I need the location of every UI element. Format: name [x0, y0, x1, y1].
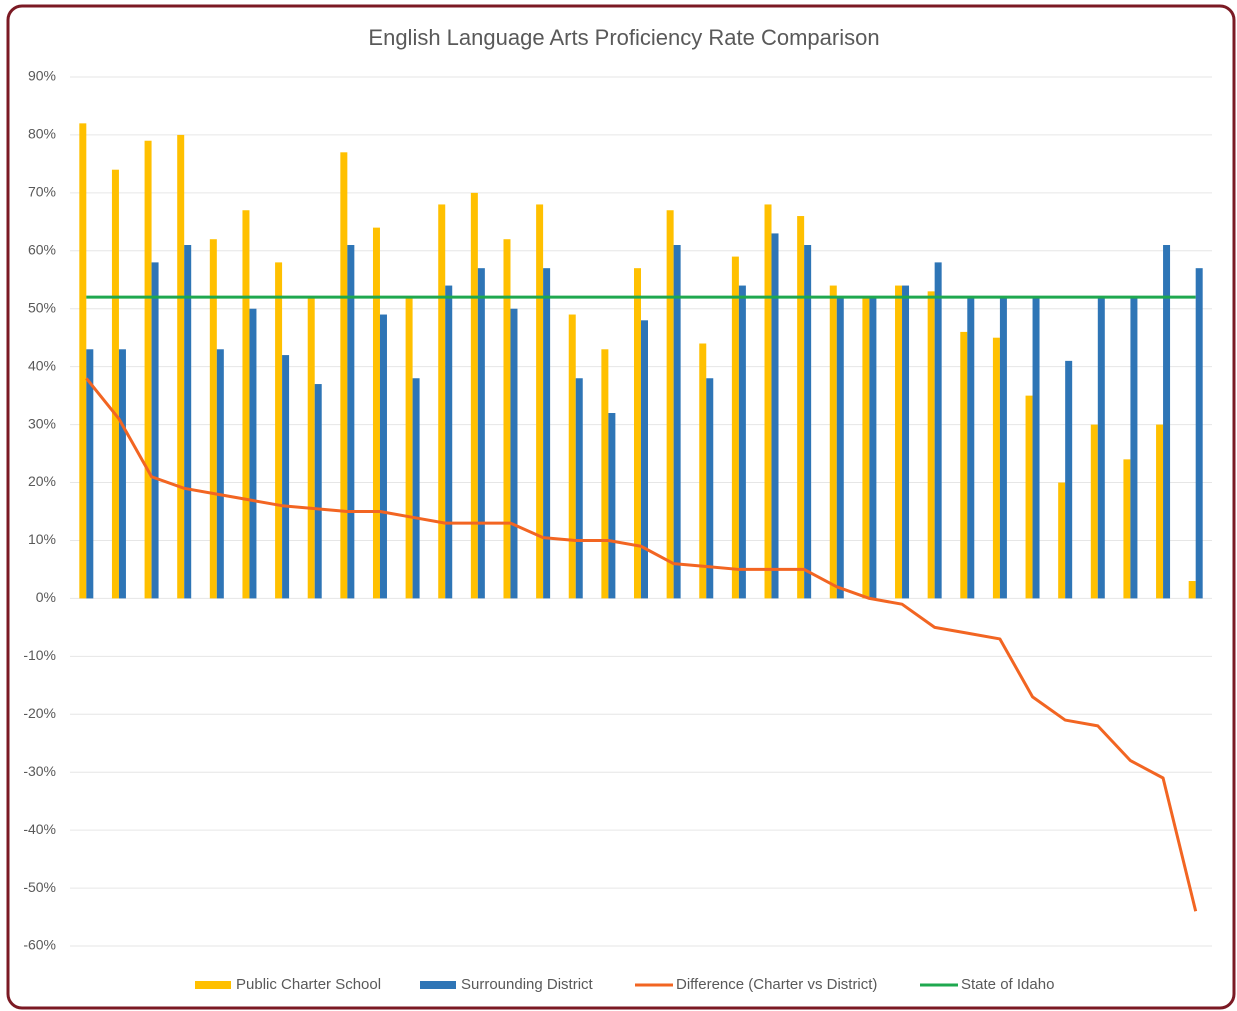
y-tick-label: -60%: [23, 937, 56, 953]
bar: [575, 378, 583, 599]
bar: [510, 308, 518, 599]
y-tick-label: 20%: [28, 473, 56, 489]
bar: [477, 268, 485, 599]
bar: [1188, 581, 1196, 599]
y-tick-label: 10%: [28, 531, 56, 547]
bar: [379, 314, 387, 599]
y-tick-label: 40%: [28, 357, 56, 373]
bar: [634, 268, 641, 599]
y-tick-label: 30%: [28, 415, 56, 431]
bar: [405, 297, 413, 599]
bar: [438, 204, 446, 599]
bar: [641, 320, 648, 599]
bar: [314, 384, 322, 599]
bar: [601, 349, 609, 599]
bar: [992, 337, 1000, 599]
legend-swatch: [420, 981, 456, 989]
bar: [666, 210, 674, 599]
bar: [86, 349, 94, 599]
legend-label: Difference (Charter vs District): [676, 976, 877, 993]
bar: [1065, 360, 1073, 599]
bar: [895, 285, 903, 599]
y-tick-label: -50%: [23, 879, 56, 895]
bar: [79, 123, 87, 599]
bar: [1195, 268, 1203, 599]
legend-swatch: [195, 981, 231, 989]
legend-label: Surrounding District: [461, 976, 594, 993]
bar: [307, 297, 315, 599]
bar: [836, 297, 844, 599]
bar: [764, 204, 772, 599]
bar: [275, 262, 283, 599]
bar: [184, 245, 192, 599]
bar: [902, 285, 910, 599]
y-tick-label: 60%: [28, 242, 56, 258]
legend-label: State of Idaho: [961, 976, 1054, 993]
bar: [445, 285, 453, 599]
bar: [372, 227, 380, 599]
bar: [282, 355, 290, 599]
bar: [869, 297, 877, 599]
bar: [1123, 459, 1131, 599]
bar: [151, 262, 159, 599]
bar: [699, 343, 707, 599]
y-tick-label: -40%: [23, 821, 56, 837]
legend-label: Public Charter School: [236, 976, 381, 993]
bar: [706, 378, 714, 599]
bar: [144, 140, 152, 599]
bar: [731, 256, 739, 599]
bar: [1130, 297, 1138, 599]
bar: [862, 297, 870, 599]
y-tick-label: 90%: [28, 68, 56, 84]
bar: [177, 134, 185, 599]
bar: [738, 285, 746, 599]
bar: [242, 210, 250, 599]
bar: [673, 245, 681, 599]
bar: [543, 268, 551, 599]
bar: [470, 192, 478, 599]
bar: [249, 308, 257, 599]
bar: [999, 297, 1007, 599]
bar: [829, 285, 837, 599]
bar: [1025, 395, 1033, 599]
y-tick-label: -10%: [23, 647, 56, 663]
bar: [1032, 297, 1040, 599]
bar: [1163, 245, 1171, 599]
bar: [111, 169, 119, 599]
bar: [568, 314, 576, 599]
line: [85, 377, 1198, 912]
bar: [967, 297, 975, 599]
bar: [608, 413, 616, 599]
bar: [934, 262, 942, 599]
bar: [216, 349, 224, 599]
y-tick-label: 80%: [28, 126, 56, 142]
bar: [503, 239, 511, 599]
bar: [1156, 424, 1164, 599]
bar: [1097, 297, 1105, 599]
bar: [1090, 424, 1098, 599]
bar: [927, 291, 935, 599]
bar: [1058, 482, 1066, 599]
bar: [804, 245, 812, 599]
bar: [960, 331, 968, 599]
bar: [118, 349, 126, 599]
bar: [209, 239, 217, 599]
bar: [536, 204, 544, 599]
bar: [412, 378, 420, 599]
frame: [6, 4, 1236, 1010]
bar: [797, 216, 805, 599]
y-tick-label: 70%: [28, 184, 56, 200]
bar: [340, 152, 348, 599]
y-tick-label: 0%: [36, 589, 56, 605]
y-tick-label: 50%: [28, 299, 56, 315]
bar: [347, 245, 355, 599]
bar: [771, 233, 779, 599]
y-tick-label: -30%: [23, 763, 56, 779]
chart-title: English Language Arts Proficiency Rate C…: [368, 25, 879, 50]
y-tick-label: -20%: [23, 705, 56, 721]
